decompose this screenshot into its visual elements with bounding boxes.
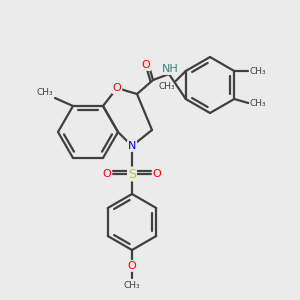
Text: NH: NH bbox=[162, 64, 178, 74]
Text: CH₃: CH₃ bbox=[124, 281, 140, 290]
Text: CH₃: CH₃ bbox=[158, 82, 175, 91]
Text: O: O bbox=[142, 60, 150, 70]
Text: O: O bbox=[128, 261, 136, 271]
Text: N: N bbox=[128, 141, 136, 151]
Text: O: O bbox=[153, 169, 161, 179]
Text: CH₃: CH₃ bbox=[36, 88, 53, 97]
Text: CH₃: CH₃ bbox=[249, 67, 266, 76]
Text: CH₃: CH₃ bbox=[249, 98, 266, 107]
Text: O: O bbox=[112, 83, 122, 93]
Text: O: O bbox=[103, 169, 111, 179]
Text: S: S bbox=[128, 167, 136, 181]
